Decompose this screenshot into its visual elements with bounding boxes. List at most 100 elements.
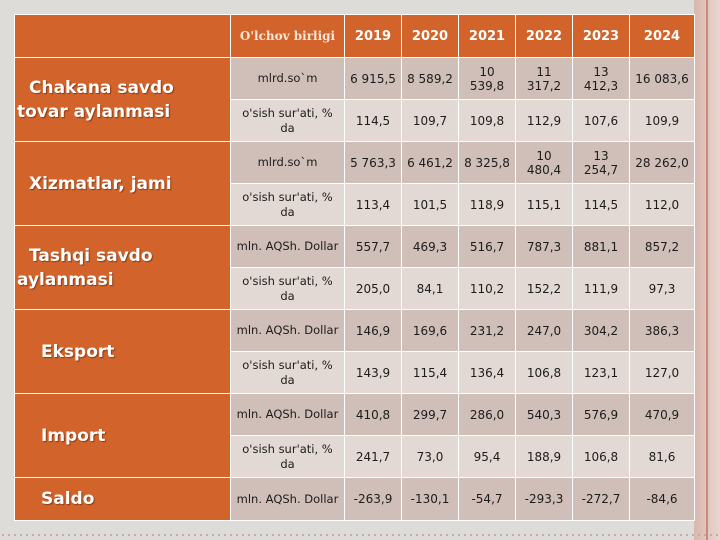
category-label: Import <box>14 393 231 478</box>
value-cell: 241,7 <box>344 435 402 478</box>
value-cell: 115,1 <box>515 183 573 226</box>
unit-cell: mlrd.so`m <box>230 57 345 100</box>
category-label: Tashqi savdo aylanmasi <box>14 225 231 310</box>
value-cell: 110,2 <box>458 267 516 310</box>
value-cell: 205,0 <box>344 267 402 310</box>
value-cell: 231,2 <box>458 309 516 352</box>
unit-cell: mlrd.so`m <box>230 141 345 184</box>
value-cell: 143,9 <box>344 351 402 394</box>
value-cell: 106,8 <box>515 351 573 394</box>
value-cell: 470,9 <box>629 393 695 436</box>
unit-cell: mln. AQSh. Dollar <box>230 225 345 268</box>
value-cell: 123,1 <box>572 351 630 394</box>
value-cell: 557,7 <box>344 225 402 268</box>
value-cell: 112,9 <box>515 99 573 142</box>
header-empty-cell <box>14 14 231 58</box>
unit-cell: mln. AQSh. Dollar <box>230 309 345 352</box>
value-cell: 152,2 <box>515 267 573 310</box>
table-row: Import mln. AQSh. Dollar 410,8 299,7 286… <box>14 393 695 478</box>
value-cell: 16 083,6 <box>629 57 695 100</box>
value-cell: 516,7 <box>458 225 516 268</box>
value-cell: 97,3 <box>629 267 695 310</box>
category-label: Saldo <box>14 477 231 521</box>
table-row: Xizmatlar, jami mlrd.so`m 5 763,3 6 461,… <box>14 141 695 226</box>
value-cell: 109,8 <box>458 99 516 142</box>
header-year: 2024 <box>629 14 695 58</box>
value-cell: -263,9 <box>344 477 402 521</box>
value-cell: -84,6 <box>629 477 695 521</box>
value-cell: 106,8 <box>572 435 630 478</box>
value-cell: 13 412,3 <box>572 57 630 100</box>
value-cell: 787,3 <box>515 225 573 268</box>
table-row: Tashqi savdo aylanmasi mln. AQSh. Dollar… <box>14 225 695 310</box>
header-year: 2021 <box>458 14 516 58</box>
header-year: 2019 <box>344 14 402 58</box>
value-cell: 540,3 <box>515 393 573 436</box>
value-cell: -54,7 <box>458 477 516 521</box>
value-cell: 114,5 <box>344 99 402 142</box>
header-row: O'lchov birligi 2019 2020 2021 2022 2023… <box>14 14 695 58</box>
header-year: 2020 <box>401 14 459 58</box>
table-row: o'sish sur'ati, % da 114,5 109,7 109,8 1… <box>15 99 695 142</box>
value-cell: 6 915,5 <box>344 57 402 100</box>
value-cell: 247,0 <box>515 309 573 352</box>
value-cell: 304,2 <box>572 309 630 352</box>
value-cell: 111,9 <box>572 267 630 310</box>
value-cell: 73,0 <box>401 435 459 478</box>
value-cell: 114,5 <box>572 183 630 226</box>
value-cell: 386,3 <box>629 309 695 352</box>
right-decorative-line <box>706 0 708 540</box>
category-label: Xizmatlar, jami <box>14 141 231 226</box>
value-cell: 5 763,3 <box>344 141 402 184</box>
value-cell: 118,9 <box>458 183 516 226</box>
unit-cell: o'sish sur'ati, % da <box>230 351 345 394</box>
value-cell: 109,9 <box>629 99 695 142</box>
value-cell: 136,4 <box>458 351 516 394</box>
header-year: 2022 <box>515 14 573 58</box>
table-row: o'sish sur'ati, % da 205,0 84,1 110,2 15… <box>15 267 695 310</box>
table-row: o'sish sur'ati, % da 113,4 101,5 118,9 1… <box>15 183 695 226</box>
unit-cell: o'sish sur'ati, % da <box>230 183 345 226</box>
value-cell: 107,6 <box>572 99 630 142</box>
statistics-table: O'lchov birligi 2019 2020 2021 2022 2023… <box>14 14 695 521</box>
value-cell: 109,7 <box>401 99 459 142</box>
value-cell: 95,4 <box>458 435 516 478</box>
value-cell: 127,0 <box>629 351 695 394</box>
value-cell: 146,9 <box>344 309 402 352</box>
value-cell: 10 539,8 <box>458 57 516 100</box>
unit-cell: o'sish sur'ati, % da <box>230 99 345 142</box>
value-cell: 410,8 <box>344 393 402 436</box>
header-year: 2023 <box>572 14 630 58</box>
unit-cell: o'sish sur'ati, % da <box>230 435 345 478</box>
value-cell: -130,1 <box>401 477 459 521</box>
value-cell: 81,6 <box>629 435 695 478</box>
value-cell: -272,7 <box>572 477 630 521</box>
value-cell: 84,1 <box>401 267 459 310</box>
value-cell: 576,9 <box>572 393 630 436</box>
value-cell: 11 317,2 <box>515 57 573 100</box>
value-cell: 13 254,7 <box>572 141 630 184</box>
header-unit: O'lchov birligi <box>230 14 345 58</box>
value-cell: 6 461,2 <box>401 141 459 184</box>
value-cell: -293,3 <box>515 477 573 521</box>
value-cell: 115,4 <box>401 351 459 394</box>
table-row: Chakana savdo tovar aylanmasi mlrd.so`m … <box>14 57 695 142</box>
table-row: Saldo mln. AQSh. Dollar -263,9 -130,1 -5… <box>14 477 695 521</box>
unit-cell: mln. AQSh. Dollar <box>230 477 345 521</box>
value-cell: 299,7 <box>401 393 459 436</box>
value-cell: 8 589,2 <box>401 57 459 100</box>
category-label: Eksport <box>14 309 231 394</box>
unit-cell: o'sish sur'ati, % da <box>230 267 345 310</box>
value-cell: 101,5 <box>401 183 459 226</box>
value-cell: 469,3 <box>401 225 459 268</box>
bottom-dot-pattern <box>0 532 720 540</box>
value-cell: 8 325,8 <box>458 141 516 184</box>
value-cell: 188,9 <box>515 435 573 478</box>
table-row: o'sish sur'ati, % da 241,7 73,0 95,4 188… <box>15 435 695 478</box>
value-cell: 857,2 <box>629 225 695 268</box>
value-cell: 112,0 <box>629 183 695 226</box>
value-cell: 286,0 <box>458 393 516 436</box>
value-cell: 881,1 <box>572 225 630 268</box>
category-label: Chakana savdo tovar aylanmasi <box>14 57 231 142</box>
value-cell: 10 480,4 <box>515 141 573 184</box>
